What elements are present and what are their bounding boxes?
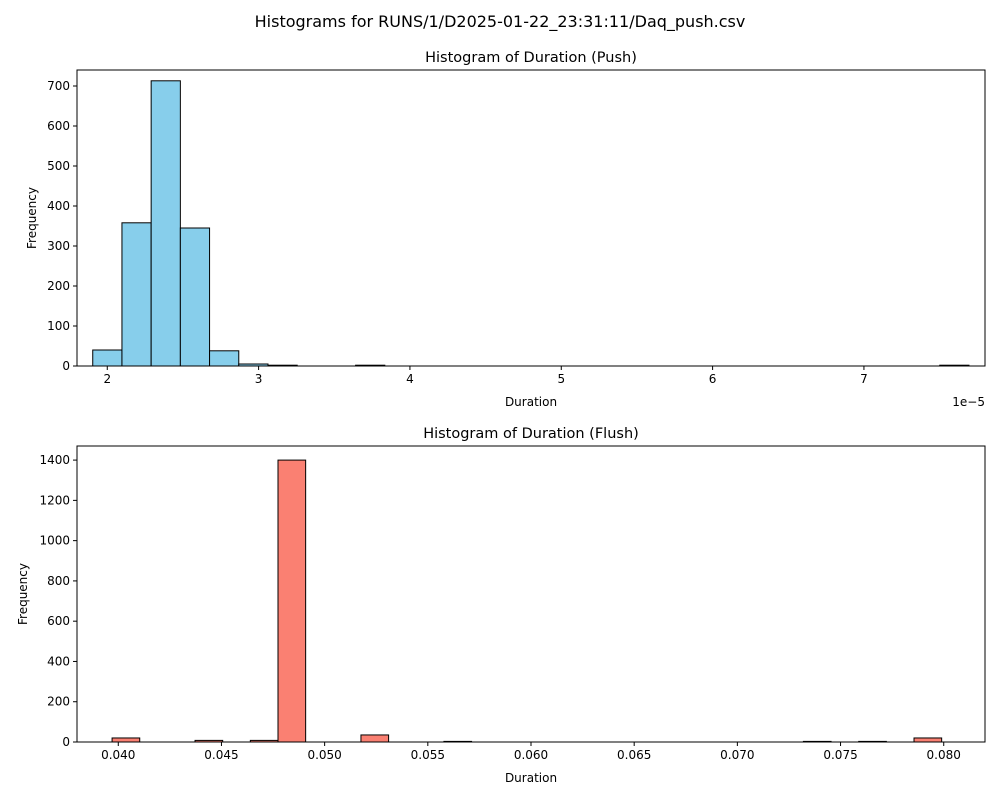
push-histogram-bar (209, 350, 240, 367)
flush-histogram-bar (111, 737, 141, 743)
flush-x-tick-label: 0.060 (514, 748, 548, 762)
push-y-tick-label: 100 (47, 319, 70, 333)
push-x-tick-label: 2 (103, 372, 111, 386)
flush-axes-frame (76, 445, 986, 743)
push-y-tick-label: 0 (62, 359, 70, 373)
push-x-tick-label: 4 (406, 372, 414, 386)
flush-y-tick-label: 800 (47, 574, 70, 588)
figure-title: Histograms for RUNS/1/D2025-01-22_23:31:… (254, 12, 746, 31)
push-x-axis-label: Duration (505, 395, 557, 409)
flush-y-tick-label: 1000 (39, 534, 70, 548)
push-x-tick-label: 5 (557, 372, 565, 386)
flush-x-tick-label: 0.055 (411, 748, 445, 762)
push-histogram-bar (121, 222, 152, 367)
flush-y-axis-label: Frequency (16, 563, 30, 625)
flush-histogram-bar (277, 459, 307, 743)
push-y-tick-label: 700 (47, 79, 70, 93)
push-y-axis-label: Frequency (25, 187, 39, 249)
flush-x-tick-label: 0.075 (823, 748, 857, 762)
push-y-tick-label: 300 (47, 239, 70, 253)
push-x-tick-label: 3 (255, 372, 263, 386)
push-chart-title: Histogram of Duration (Push) (425, 50, 637, 66)
flush-y-tick-label: 400 (47, 654, 70, 668)
push-histogram-bar (92, 349, 123, 367)
push-y-tick-label: 600 (47, 119, 70, 133)
flush-x-tick-label: 0.065 (617, 748, 651, 762)
flush-y-tick-label: 600 (47, 614, 70, 628)
push-x-offset-label: 1e−5 (952, 395, 985, 409)
flush-y-tick-label: 0 (62, 735, 70, 749)
flush-y-tick-label: 1400 (39, 453, 70, 467)
push-histogram-bar (150, 80, 181, 367)
push-y-tick-label: 500 (47, 159, 70, 173)
push-x-tick-label: 6 (709, 372, 717, 386)
flush-x-tick-label: 0.045 (204, 748, 238, 762)
flush-x-tick-label: 0.040 (101, 748, 135, 762)
push-y-tick-label: 200 (47, 279, 70, 293)
push-x-tick-label: 7 (860, 372, 868, 386)
flush-histogram-bar (360, 734, 390, 743)
push-histogram-bar (179, 227, 211, 367)
push-y-tick-label: 400 (47, 199, 70, 213)
flush-x-axis-label: Duration (505, 771, 557, 785)
push-axes-frame (76, 69, 986, 367)
flush-x-tick-label: 0.050 (307, 748, 341, 762)
flush-y-tick-label: 1200 (39, 493, 70, 507)
flush-y-tick-label: 200 (47, 695, 70, 709)
flush-x-tick-label: 0.080 (927, 748, 961, 762)
flush-x-tick-label: 0.070 (720, 748, 754, 762)
flush-chart-title: Histogram of Duration (Flush) (423, 426, 639, 442)
flush-histogram-bar (913, 737, 943, 743)
